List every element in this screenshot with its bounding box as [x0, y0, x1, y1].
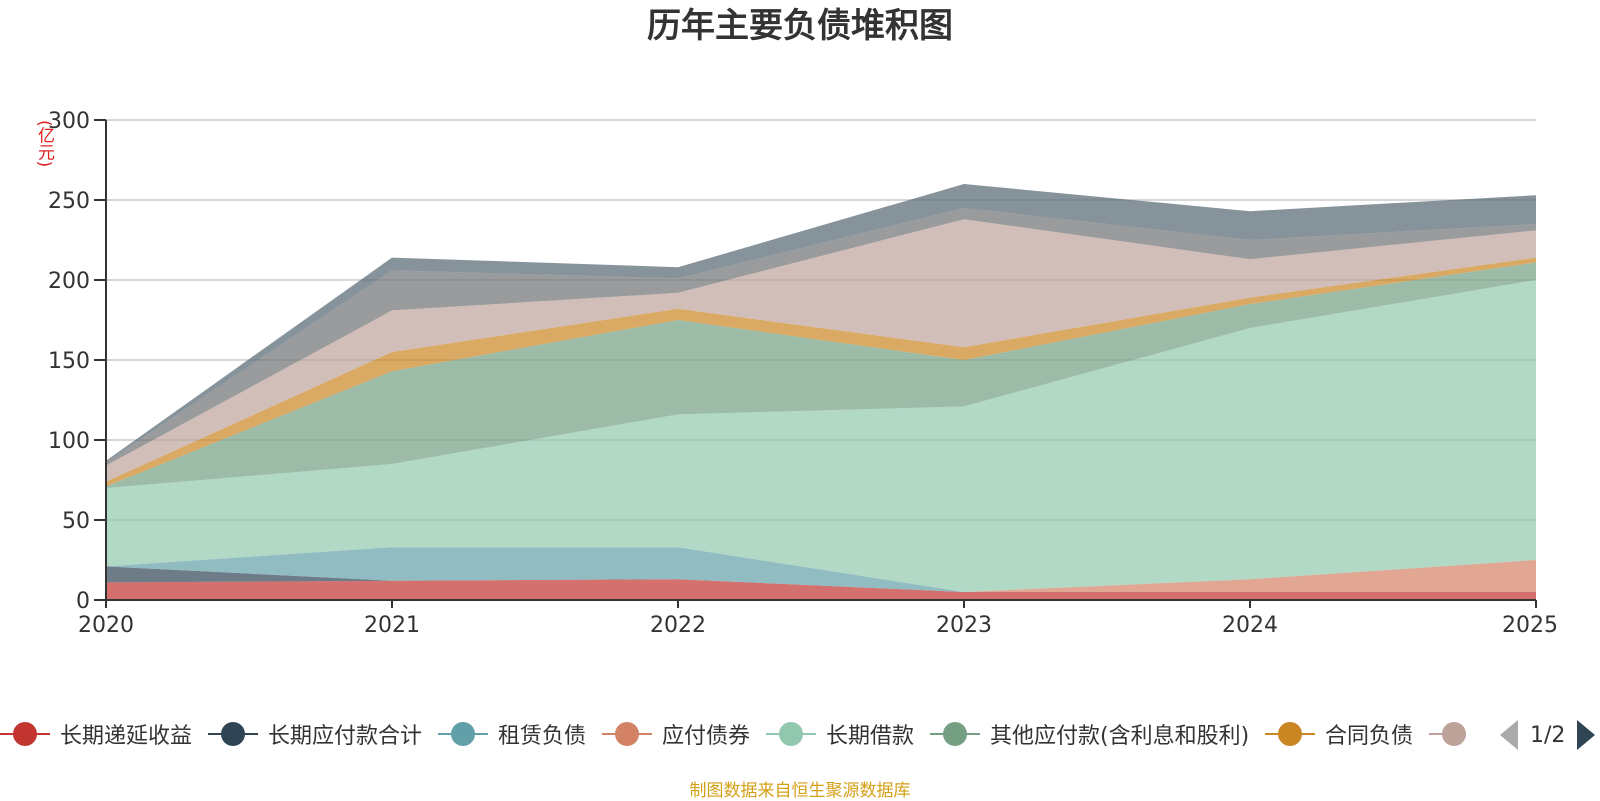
- x-tick-label: 2020: [78, 613, 134, 638]
- y-tick-label: 200: [48, 269, 90, 294]
- area-series: [106, 262, 1536, 488]
- legend-item[interactable]: 长期递延收益: [0, 716, 192, 752]
- legend-marker-icon: [0, 716, 50, 752]
- legend-label: 应付债券: [662, 724, 751, 749]
- legend: 长期递延收益 长期应付款合计 租赁负债 应付债券 长期借款 其他应付款(含利息和股利) 合同…: [0, 716, 1600, 752]
- legend-label: 长期递延收益: [60, 724, 193, 749]
- legend-item[interactable]: 应付账款: [1429, 716, 1466, 752]
- legend-label: 长期借款: [826, 724, 915, 749]
- legend-item[interactable]: 其他应付款(含利息和股利): [930, 716, 1249, 752]
- area-series: [106, 219, 1536, 482]
- y-axis-unit-label: (亿元): [34, 120, 54, 168]
- area-series: [106, 184, 1536, 463]
- legend-pager: 1/2: [1500, 718, 1596, 752]
- chart-title: 历年主要负债堆积图: [647, 6, 953, 46]
- source-note: 制图数据来自恒生聚源数据库: [689, 781, 911, 801]
- legend-marker-icon: [1429, 716, 1466, 752]
- x-tick-label: 2022: [650, 613, 706, 638]
- area-series: [106, 280, 1536, 592]
- legend-item[interactable]: 应付债券: [602, 716, 750, 752]
- legend-marker-icon: [766, 716, 816, 752]
- legend-prev-icon[interactable]: [1500, 720, 1518, 750]
- legend-marker-icon: [930, 716, 980, 752]
- y-tick-label: 0: [76, 589, 90, 614]
- legend-marker-icon: [1265, 716, 1315, 752]
- area-series: [106, 547, 1536, 592]
- stacked-areas: [106, 184, 1536, 600]
- legend-item[interactable]: 租赁负债: [438, 716, 586, 752]
- legend-page-indicator: 1/2: [1530, 722, 1566, 748]
- x-tick-label: 2023: [936, 613, 992, 638]
- legend-label: 合同负债: [1325, 724, 1414, 749]
- legend-marker-icon: [208, 716, 258, 752]
- x-tick-label: 2025: [1502, 613, 1558, 638]
- legend-marker-icon: [602, 716, 652, 752]
- x-tick-label: 2021: [364, 613, 420, 638]
- area-series: [106, 547, 1536, 592]
- y-tick-label: 300: [48, 109, 90, 134]
- y-tick-label: 150: [48, 349, 90, 374]
- y-tick-label: 250: [48, 189, 90, 214]
- x-tick-label: 2024: [1222, 613, 1278, 638]
- legend-label: 租赁负债: [498, 724, 587, 749]
- y-tick-label: 50: [62, 509, 90, 534]
- legend-item[interactable]: 长期应付款合计: [208, 716, 422, 752]
- area-series: [106, 257, 1536, 487]
- legend-label: 长期应付款合计: [268, 724, 423, 749]
- legend-item[interactable]: 长期借款: [766, 716, 914, 752]
- legend-label: 其他应付款(含利息和股利): [990, 724, 1250, 749]
- legend-item[interactable]: 合同负债: [1265, 716, 1413, 752]
- legend-next-icon[interactable]: [1577, 720, 1596, 750]
- axes: 0 50 100 150 200 250 300 2020 2021 2022 2023 2024 20…: [48, 109, 1558, 638]
- area-series: [106, 579, 1536, 600]
- legend-marker-icon: [438, 716, 488, 752]
- y-tick-label: 100: [48, 429, 90, 454]
- legend-items: 长期递延收益 长期应付款合计 租赁负债 应付债券 长期借款 其他应付款(含利息和股利) 合同…: [0, 716, 1466, 752]
